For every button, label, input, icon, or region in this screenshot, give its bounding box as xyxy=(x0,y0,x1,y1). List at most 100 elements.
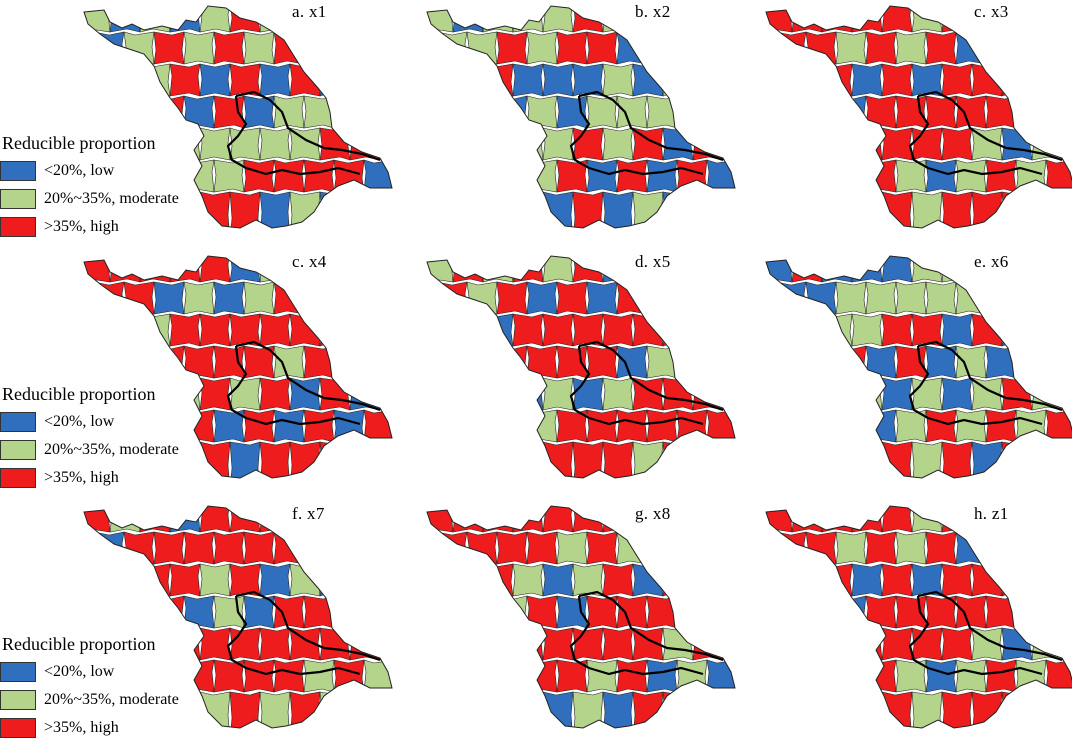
county-moderate xyxy=(851,377,883,411)
county-moderate xyxy=(791,691,823,728)
county-high xyxy=(482,377,514,411)
map-panel-x8: g. x8 xyxy=(413,500,753,740)
county-high xyxy=(985,409,1017,443)
county-high xyxy=(1015,281,1047,315)
county-high xyxy=(881,127,913,161)
panel-title: g. x8 xyxy=(635,504,671,523)
county-high xyxy=(865,159,897,193)
county-moderate xyxy=(363,95,392,129)
county-moderate xyxy=(436,31,468,65)
province-outline xyxy=(426,5,736,229)
county-high xyxy=(542,506,574,533)
county-high xyxy=(662,313,694,347)
county-low xyxy=(1031,506,1063,533)
county-low xyxy=(199,63,231,97)
county-high xyxy=(436,659,468,693)
county-moderate xyxy=(542,127,574,161)
county-high xyxy=(303,281,335,315)
county-high xyxy=(805,31,837,65)
county-high xyxy=(805,595,837,629)
legend-item-low: <20%, low xyxy=(0,662,215,684)
county-high xyxy=(512,256,544,283)
region-boundary xyxy=(569,340,724,426)
county-low xyxy=(662,191,694,228)
county-low xyxy=(169,6,201,33)
county-polygons xyxy=(427,506,735,728)
county-moderate xyxy=(851,191,883,228)
county-high xyxy=(199,506,231,533)
county-high xyxy=(213,31,245,65)
county-moderate xyxy=(911,256,943,283)
county-high xyxy=(259,441,291,478)
county-low xyxy=(676,31,708,65)
county-low xyxy=(1001,627,1033,661)
legend: Reducible proportion <20%, low 20%~35%, … xyxy=(0,133,215,241)
county-high xyxy=(851,6,883,33)
county-low xyxy=(941,377,973,411)
legend-title: Reducible proportion xyxy=(2,384,156,404)
legend: Reducible proportion <20%, low 20%~35%, … xyxy=(0,384,215,492)
county-high xyxy=(821,441,853,478)
county-high xyxy=(243,659,275,693)
county-low xyxy=(319,563,351,597)
county-high xyxy=(692,691,724,728)
county-high xyxy=(427,627,454,661)
county-high xyxy=(985,281,1017,315)
county-high xyxy=(775,159,807,193)
map-panel-x7: f. x7 xyxy=(70,500,410,740)
choropleth-map xyxy=(83,255,393,479)
county-high xyxy=(766,63,793,97)
county-high xyxy=(985,159,1017,193)
county-high xyxy=(363,345,392,379)
county-high xyxy=(971,313,1003,347)
map-panel-x6: e. x6 xyxy=(752,250,1072,490)
county-moderate xyxy=(692,63,724,97)
county-low xyxy=(722,6,735,33)
county-low xyxy=(881,377,913,411)
county-high xyxy=(676,281,708,315)
county-high xyxy=(692,563,724,597)
county-high xyxy=(722,377,735,411)
panel-title: c. x4 xyxy=(292,252,327,271)
county-high xyxy=(865,659,897,693)
county-high xyxy=(1061,691,1072,728)
county-high xyxy=(1061,256,1072,283)
county-moderate xyxy=(183,31,215,65)
county-moderate xyxy=(791,441,823,478)
county-low xyxy=(941,313,973,347)
region-boundary xyxy=(569,90,724,176)
county-high xyxy=(273,659,305,693)
county-high xyxy=(805,345,837,379)
county-high xyxy=(466,659,498,693)
county-high xyxy=(379,256,392,283)
county-moderate xyxy=(427,6,454,33)
county-moderate xyxy=(84,313,111,347)
county-high xyxy=(229,691,261,728)
county-high xyxy=(333,31,365,65)
county-moderate xyxy=(349,313,381,347)
county-high xyxy=(676,95,708,129)
county-low xyxy=(676,345,708,379)
county-moderate xyxy=(692,441,724,478)
county-low xyxy=(153,281,185,315)
county-low xyxy=(363,31,392,65)
county-high xyxy=(805,95,837,129)
county-moderate xyxy=(84,63,111,97)
county-moderate xyxy=(183,281,215,315)
county-low xyxy=(319,63,351,97)
county-high xyxy=(616,659,648,693)
county-high xyxy=(349,506,381,533)
county-high xyxy=(319,441,351,478)
county-moderate xyxy=(911,506,943,533)
legend-swatch-low xyxy=(0,412,36,432)
county-low xyxy=(496,409,528,443)
county-moderate xyxy=(512,127,544,161)
county-moderate xyxy=(955,409,987,443)
county-moderate xyxy=(722,191,735,228)
county-high xyxy=(881,627,913,661)
county-moderate xyxy=(319,691,351,728)
county-moderate xyxy=(303,531,335,565)
county-moderate xyxy=(452,563,484,597)
county-low xyxy=(259,563,291,597)
region-boundary xyxy=(908,90,1063,176)
